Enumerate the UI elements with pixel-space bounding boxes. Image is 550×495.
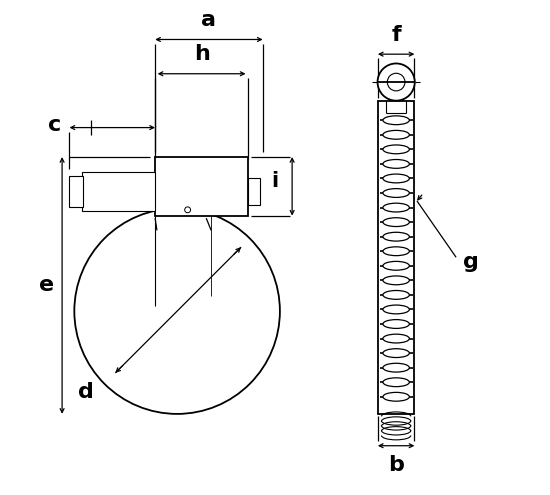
Ellipse shape — [383, 232, 409, 241]
Ellipse shape — [383, 247, 409, 255]
Ellipse shape — [383, 305, 409, 314]
Ellipse shape — [383, 348, 409, 357]
Circle shape — [377, 63, 415, 100]
Text: g: g — [463, 252, 478, 272]
Text: h: h — [194, 44, 210, 64]
Ellipse shape — [383, 116, 409, 125]
Ellipse shape — [383, 261, 409, 270]
Ellipse shape — [383, 159, 409, 168]
Bar — [378, 100, 415, 414]
Ellipse shape — [383, 203, 409, 212]
Text: b: b — [388, 455, 404, 475]
Ellipse shape — [383, 393, 409, 401]
Ellipse shape — [383, 218, 409, 227]
Ellipse shape — [383, 334, 409, 343]
Circle shape — [387, 73, 405, 91]
Bar — [248, 178, 260, 205]
Ellipse shape — [383, 189, 409, 198]
Text: a: a — [201, 10, 217, 30]
Text: e: e — [39, 275, 54, 296]
Text: c: c — [48, 115, 62, 135]
Ellipse shape — [383, 363, 409, 372]
Ellipse shape — [383, 378, 409, 387]
Text: f: f — [392, 25, 401, 45]
Bar — [81, 172, 155, 211]
Bar — [69, 176, 83, 207]
Text: i: i — [272, 171, 278, 192]
Ellipse shape — [383, 276, 409, 285]
Ellipse shape — [383, 291, 409, 299]
Text: d: d — [78, 383, 94, 402]
Ellipse shape — [383, 145, 409, 154]
Bar — [155, 157, 248, 216]
Ellipse shape — [383, 174, 409, 183]
Ellipse shape — [383, 320, 409, 328]
Ellipse shape — [383, 130, 409, 139]
